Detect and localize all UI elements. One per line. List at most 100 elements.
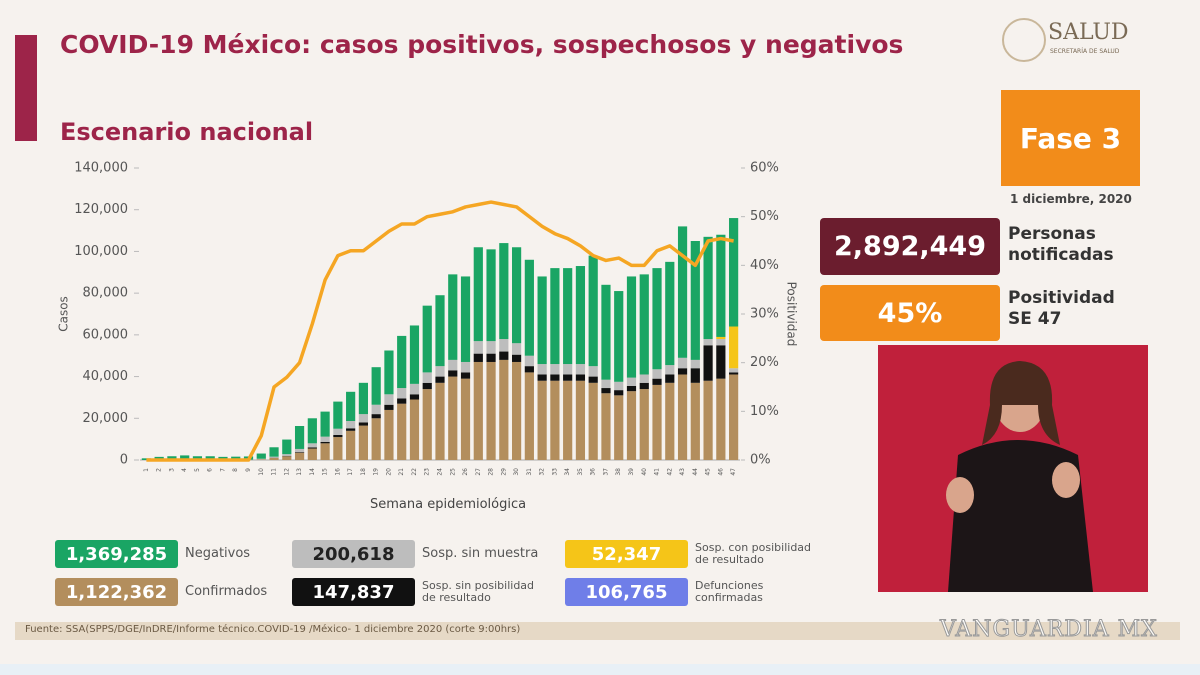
bar-segment xyxy=(614,291,624,382)
bar-segment xyxy=(384,350,394,395)
x-tick-label: 3 xyxy=(168,468,175,472)
bar-segment xyxy=(333,428,343,435)
bar-segment xyxy=(371,367,381,405)
y-axis-label: Casos xyxy=(57,296,71,332)
x-tick-label: 12 xyxy=(283,468,290,476)
bar-segment xyxy=(690,368,700,383)
bar-segment xyxy=(460,372,471,379)
x-tick-label: 46 xyxy=(717,468,724,476)
x-tick-label: 14 xyxy=(309,468,316,476)
bar-segment xyxy=(358,382,368,415)
x-axis-label: Semana epidemiológica xyxy=(370,497,527,512)
x-tick-label: 19 xyxy=(373,468,380,476)
bar-segment xyxy=(358,422,368,426)
y-tick-label: 120,000 xyxy=(74,202,128,217)
bar-segment xyxy=(588,255,598,367)
bar-segment xyxy=(294,448,305,453)
bar-segment xyxy=(435,382,445,460)
bottom-strip xyxy=(0,664,1200,675)
bar-segment xyxy=(256,453,266,459)
bar-segment xyxy=(729,372,739,375)
bar-segment xyxy=(460,276,471,362)
bar-segment xyxy=(729,374,739,460)
bar-segment xyxy=(371,404,381,415)
bar-segment xyxy=(397,403,407,460)
x-tick-label: 40 xyxy=(641,468,648,476)
bar-segment xyxy=(346,430,356,460)
bar-segment xyxy=(690,382,700,460)
bar-segment xyxy=(435,295,445,367)
x-tick-label: 28 xyxy=(488,468,495,476)
logo-text: SALUD xyxy=(1048,20,1129,45)
bar-segment xyxy=(550,380,560,460)
x-tick-label: 27 xyxy=(475,468,482,476)
bar-segment xyxy=(422,305,432,373)
bar-segment xyxy=(550,268,560,365)
y2-tick-label: 20% xyxy=(750,355,779,370)
legend-label: Sosp. sin posibilidad de resultado xyxy=(422,579,535,604)
chart: 0 20,000 40,000 60,000 80,000 100,000 120,000 1… xyxy=(57,161,799,476)
x-tick-label: 21 xyxy=(398,468,405,476)
bar-segment xyxy=(703,236,713,340)
bar-segment xyxy=(307,448,317,460)
notified-label: Personas notificadas xyxy=(1008,224,1114,265)
bar-segment xyxy=(282,439,292,455)
x-tick-label: 17 xyxy=(347,468,354,476)
bar-segment xyxy=(333,437,343,460)
bar-segment xyxy=(614,381,624,391)
legend-value: 1,122,362 xyxy=(55,578,178,606)
phase-box: Fase 3 xyxy=(1001,90,1140,186)
bar-segment xyxy=(435,366,445,377)
y-tick-label: 100,000 xyxy=(74,244,128,259)
bar-segment xyxy=(512,247,522,344)
bar-segment xyxy=(524,259,534,356)
bar-segment xyxy=(588,382,598,460)
bar-segment xyxy=(486,249,496,342)
bar-segment xyxy=(601,388,611,394)
bar-segment xyxy=(601,379,611,389)
bar-segment xyxy=(320,441,330,444)
legend-label: Confirmados xyxy=(185,584,268,599)
interpreter-video xyxy=(878,345,1148,592)
bar-segment xyxy=(588,376,598,383)
bar-segment xyxy=(588,366,598,377)
bar-segment xyxy=(652,369,662,379)
x-tick-label: 23 xyxy=(424,468,431,476)
x-tick-label: 1 xyxy=(143,468,150,472)
y2-tick-label: 0% xyxy=(750,453,771,468)
bar-segment xyxy=(256,459,266,460)
bar-segment xyxy=(384,409,394,460)
bar-segment xyxy=(690,241,700,360)
bar-segment xyxy=(729,368,739,373)
x-tick-label: 42 xyxy=(666,468,673,476)
bar-segment xyxy=(473,247,483,342)
bar-segment xyxy=(729,218,739,327)
x-tick-label: 45 xyxy=(705,468,712,476)
x-tick-label: 36 xyxy=(590,468,597,476)
bar-segment xyxy=(677,226,688,358)
bar-segment xyxy=(537,364,547,375)
bar-segment xyxy=(639,274,649,375)
bar-segment xyxy=(205,456,215,460)
bar-segment xyxy=(358,414,368,423)
bar-segment xyxy=(639,382,649,390)
bar-segment xyxy=(537,276,547,365)
bar-segment xyxy=(460,378,471,460)
y2-tick-label: 60% xyxy=(750,161,779,176)
bar-segment xyxy=(346,428,356,431)
bar-segment xyxy=(269,457,279,460)
bar-segment xyxy=(333,434,343,438)
bar-segment xyxy=(346,420,356,429)
x-tick-label: 30 xyxy=(513,468,520,476)
bar-segment xyxy=(282,456,292,460)
bar-segment xyxy=(397,335,407,389)
legend-label: Sosp. sin muestra xyxy=(422,546,539,561)
bar-segment xyxy=(460,361,471,373)
y2-tick-label: 10% xyxy=(750,404,779,419)
x-tick-label: 15 xyxy=(322,468,329,476)
bar-segment xyxy=(499,243,509,340)
positivity-value: 45% xyxy=(820,285,1000,341)
x-tick-label: 43 xyxy=(679,468,686,476)
x-tick-label: 6 xyxy=(207,468,214,472)
